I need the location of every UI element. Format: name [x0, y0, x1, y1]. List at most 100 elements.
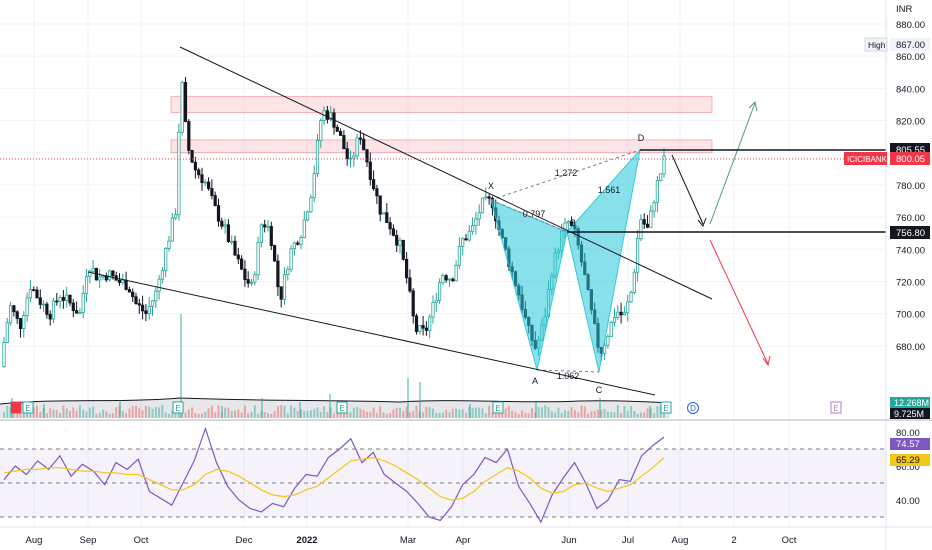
- rsi-value: 74.57: [896, 439, 920, 450]
- volume-bar: [121, 410, 124, 418]
- volume-bar: [85, 411, 88, 418]
- volume-bar: [177, 410, 180, 418]
- candle-body: [84, 276, 89, 295]
- candle-body: [25, 297, 29, 316]
- price-tick-label: 760.00: [896, 213, 925, 224]
- candle-body: [457, 246, 462, 266]
- volume-bar: [590, 411, 593, 418]
- candle-body: [187, 121, 191, 151]
- volume-bar: [224, 407, 227, 418]
- volume-bar: [257, 413, 260, 418]
- volume-spike: [419, 382, 421, 418]
- volume-bar: [362, 409, 365, 418]
- candle-body: [61, 297, 66, 301]
- candle-body: [233, 240, 237, 256]
- volume-1-box: [890, 397, 930, 409]
- volume-bar: [567, 411, 570, 418]
- volume-bar: [597, 409, 599, 418]
- candle-body: [68, 294, 72, 304]
- volume-bar: [141, 410, 144, 418]
- volume-bar: [36, 405, 38, 418]
- time-tick-label: Mar: [400, 535, 416, 546]
- supply-zones: [170, 95, 713, 154]
- volume-bar: [207, 408, 210, 418]
- candle-body: [101, 275, 105, 278]
- candle-body: [570, 221, 574, 227]
- candle-body: [5, 322, 9, 343]
- volume-bar: [88, 407, 91, 418]
- price-tick-label: 840.00: [896, 84, 925, 95]
- volume-bar: [78, 405, 81, 418]
- high-title-box: [864, 37, 888, 52]
- volume-bar: [59, 412, 62, 418]
- candle-body: [180, 82, 184, 133]
- volume-bar: [557, 407, 560, 418]
- volume-bar: [72, 407, 75, 418]
- volume-bar: [280, 405, 283, 418]
- candle-body: [71, 302, 75, 311]
- candle-body: [183, 82, 188, 122]
- volume-bar: [55, 410, 58, 418]
- volume-bar: [521, 410, 524, 418]
- volume-bar: [468, 406, 471, 418]
- volume-bar: [62, 405, 65, 418]
- candles: [2, 77, 666, 368]
- volume-bar: [491, 412, 494, 418]
- volume-bar: [217, 405, 220, 418]
- candle-body: [632, 271, 636, 294]
- volume-bar: [389, 412, 392, 418]
- earnings-marker: [830, 401, 842, 414]
- volume-bar: [399, 408, 401, 418]
- candle-body: [662, 155, 666, 175]
- volume-bar: [623, 406, 626, 418]
- volume-bar: [210, 405, 213, 418]
- candle-body: [659, 173, 663, 181]
- candle-body: [477, 212, 481, 220]
- volume-bar: [39, 411, 42, 418]
- volume-bar: [118, 405, 121, 418]
- candle-body: [408, 277, 412, 292]
- event-marker-label: D: [690, 404, 696, 413]
- candle-body: [160, 270, 164, 280]
- volume-bar: [276, 406, 279, 418]
- event-marker-label: E: [25, 404, 30, 413]
- candle-body: [451, 278, 455, 282]
- candle-body: [302, 219, 306, 238]
- earnings-marker: [660, 401, 672, 414]
- volume-spike: [261, 398, 263, 418]
- volume-spike: [599, 398, 601, 418]
- volume-bar: [524, 412, 527, 418]
- last-price-box: [890, 152, 930, 165]
- volume-bar: [49, 408, 52, 418]
- candle-body: [200, 174, 204, 184]
- volume-bar: [214, 412, 217, 418]
- candle-body: [424, 327, 429, 331]
- volume-bar: [415, 405, 418, 418]
- pattern-point-label: A: [532, 376, 538, 386]
- volume-bar: [613, 412, 616, 418]
- pattern-ratio-label: 1.561: [598, 185, 621, 195]
- volume-bar: [227, 407, 230, 418]
- candle-body: [246, 279, 250, 284]
- volume-bar: [164, 412, 167, 418]
- high-price-box: [890, 38, 930, 51]
- candle-body: [642, 219, 646, 225]
- time-tick-label: Aug: [26, 535, 43, 546]
- candle-body: [28, 289, 33, 299]
- volume-bar: [577, 412, 580, 418]
- time-tick-label: Aug: [672, 535, 689, 546]
- candle-body: [418, 325, 422, 333]
- volume-bar: [504, 408, 507, 418]
- volume-bar: [105, 411, 108, 418]
- event-marker-label: E: [339, 404, 344, 413]
- time-tick-label: Dec: [236, 535, 253, 546]
- volume-bar: [392, 409, 395, 418]
- candle-body: [249, 281, 254, 284]
- candle-body: [358, 137, 363, 140]
- volume-bar: [580, 405, 583, 418]
- volume-bar: [438, 412, 441, 418]
- volume-bar: [481, 408, 484, 418]
- candle-body: [437, 282, 442, 301]
- volume-bar: [372, 407, 375, 418]
- candle-body: [170, 217, 174, 242]
